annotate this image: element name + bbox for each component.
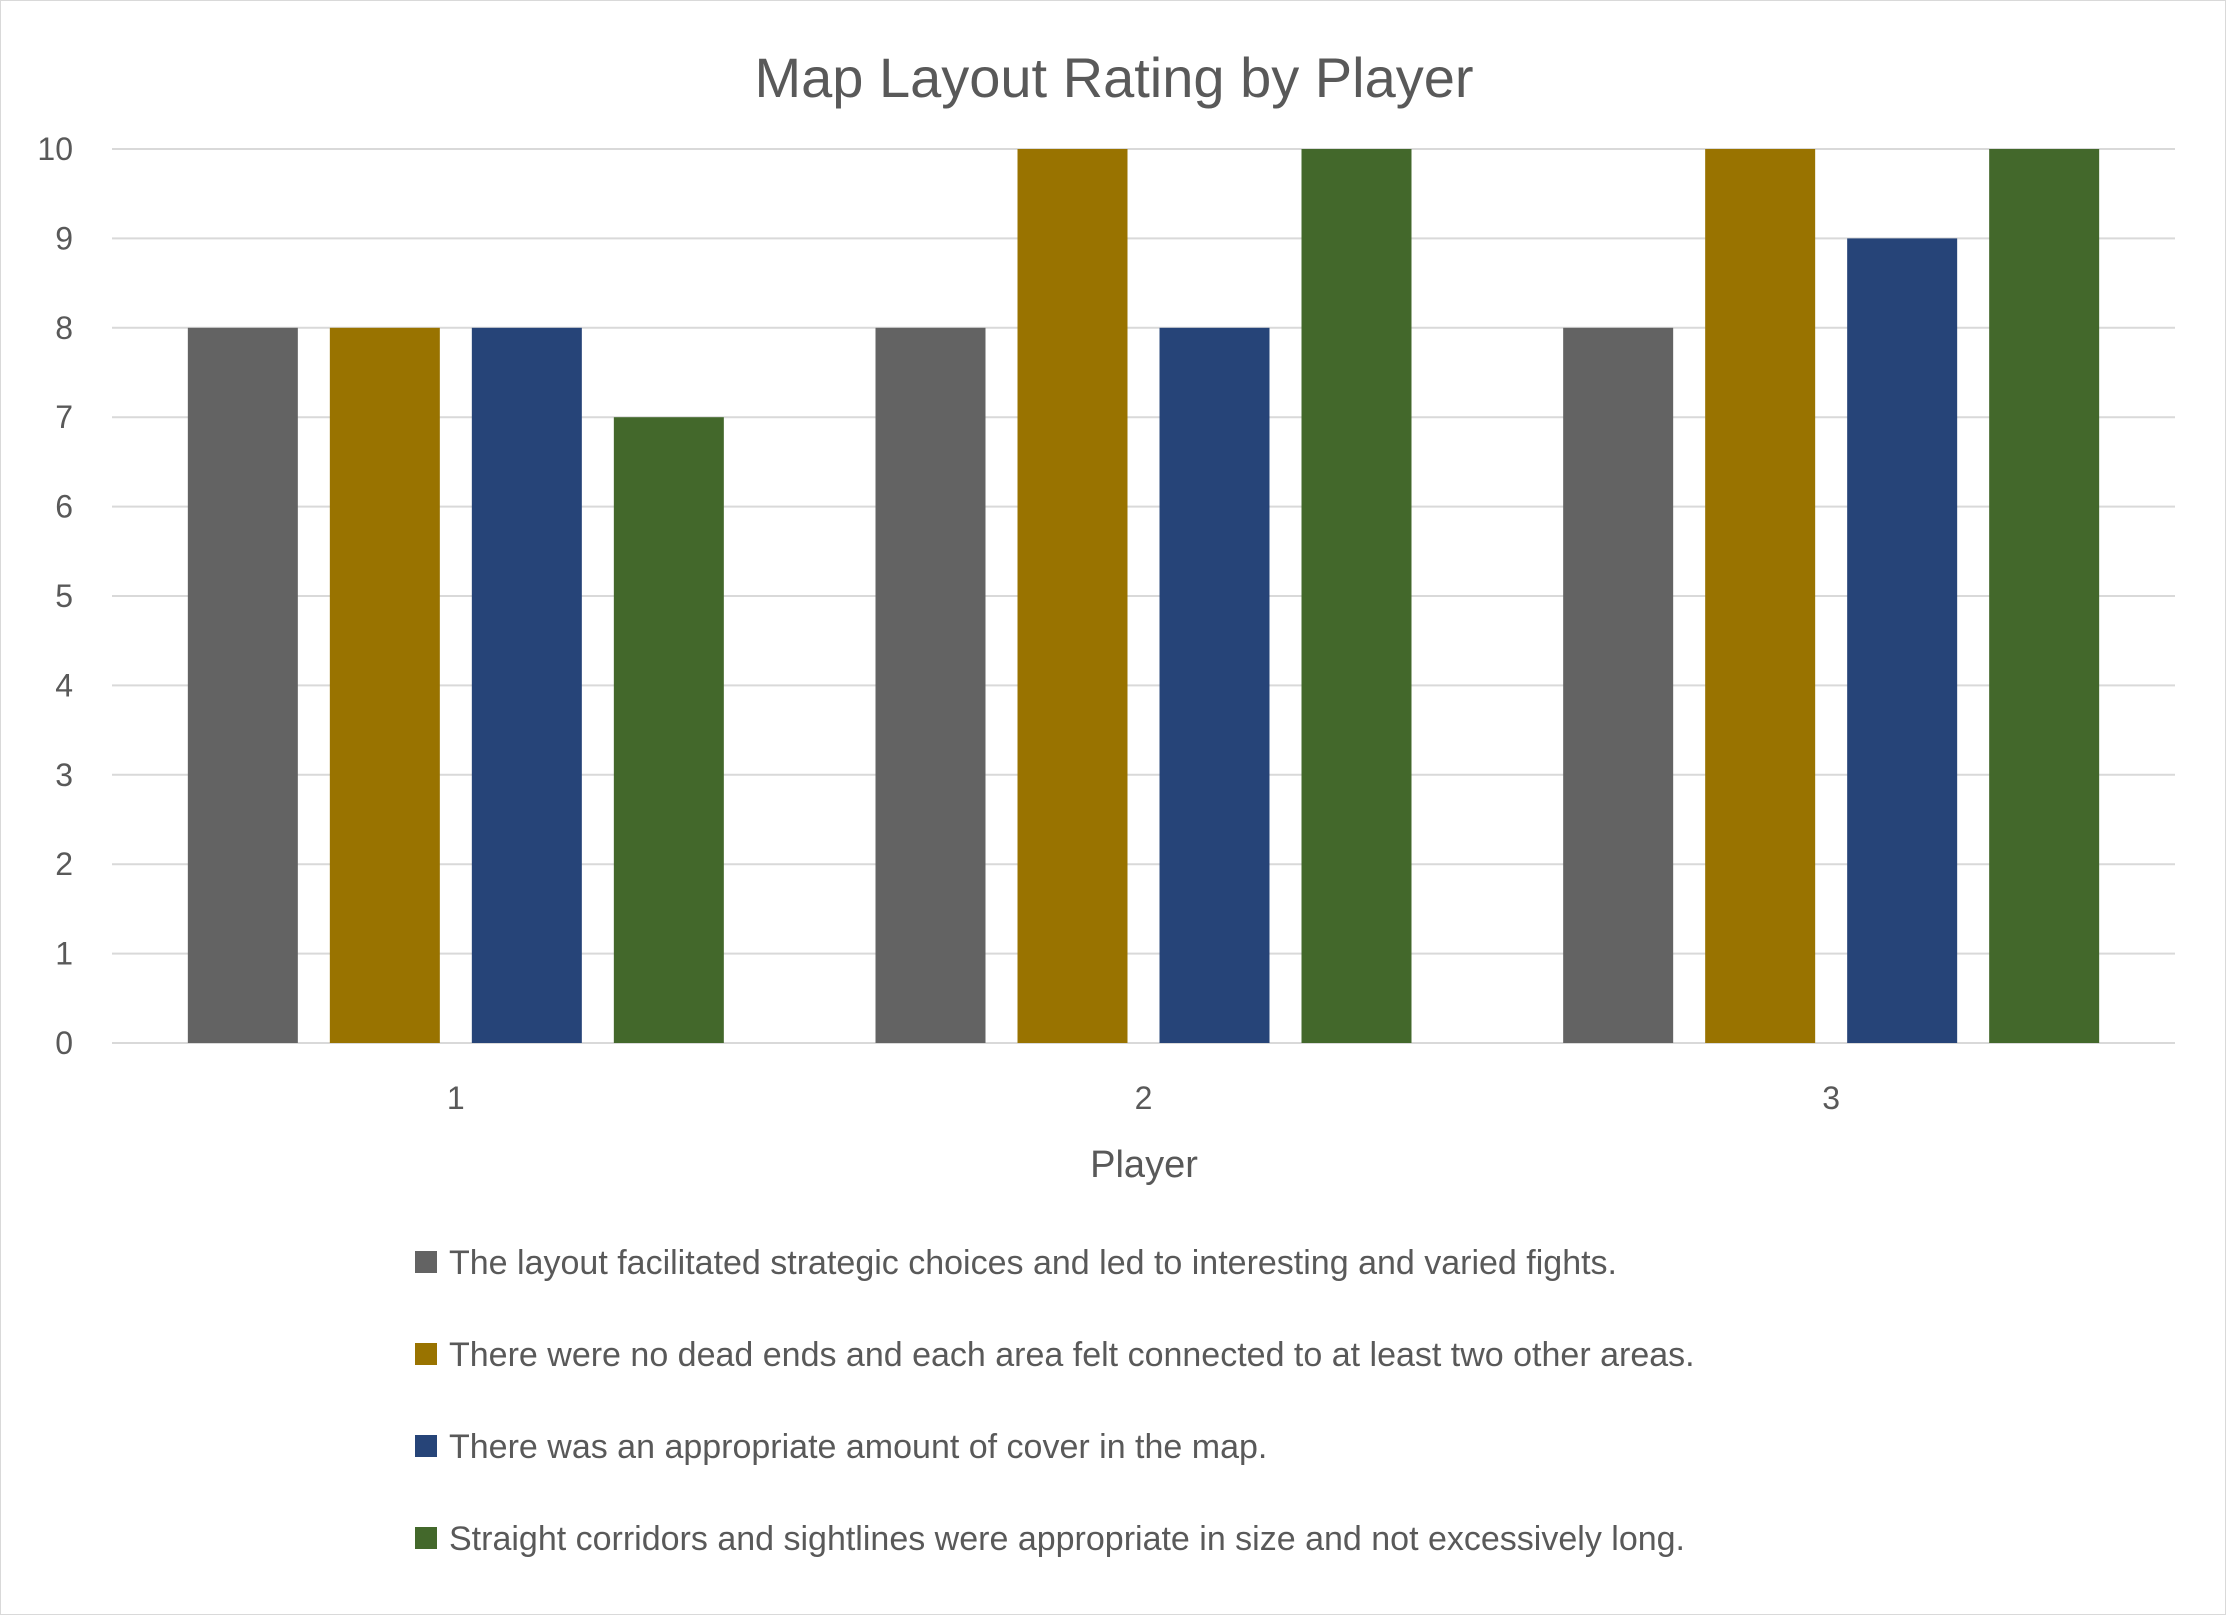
x-tick-label: 2: [1135, 1080, 1153, 1116]
y-tick-label: 3: [55, 757, 73, 793]
x-tick-label: 1: [447, 1080, 465, 1116]
legend-swatch: [415, 1527, 437, 1549]
legend-swatch: [415, 1251, 437, 1273]
y-tick-label: 7: [55, 399, 73, 435]
bar: [1705, 149, 1816, 1043]
bar: [187, 327, 298, 1043]
legend-label: There were no dead ends and each area fe…: [449, 1336, 1695, 1374]
legend-swatch: [415, 1343, 437, 1365]
legend-swatch: [415, 1435, 437, 1457]
legend-label: The layout facilitated strategic choices…: [449, 1244, 1617, 1282]
legend-item: There was an appropriate amount of cover…: [415, 1428, 1267, 1466]
bar: [1301, 149, 1412, 1043]
y-tick-label: 1: [55, 936, 73, 972]
bar: [613, 417, 724, 1043]
legend-item: Straight corridors and sightlines were a…: [415, 1520, 1685, 1558]
legend-item: The layout facilitated strategic choices…: [415, 1244, 1617, 1282]
legend: The layout facilitated strategic choices…: [415, 1244, 1695, 1558]
x-tick-label: 3: [1822, 1080, 1840, 1116]
y-tick-label: 8: [55, 310, 73, 346]
legend-label: Straight corridors and sightlines were a…: [449, 1520, 1685, 1558]
bar: [875, 327, 986, 1043]
y-tick-label: 0: [55, 1025, 73, 1061]
x-axis-tick-labels: 1 2 3: [447, 1080, 1840, 1116]
y-tick-label: 5: [55, 578, 73, 614]
bar: [471, 327, 582, 1043]
bar: [1017, 149, 1128, 1043]
x-axis-title: Player: [1090, 1144, 1198, 1186]
bar: [1563, 327, 1674, 1043]
bars: [187, 149, 2100, 1043]
y-tick-label: 2: [55, 846, 73, 882]
y-tick-label: 10: [37, 131, 73, 167]
bar: [329, 327, 440, 1043]
gridlines: [112, 148, 2175, 1044]
bar: [1989, 149, 2100, 1043]
chart-title: Map Layout Rating by Player: [754, 46, 1473, 109]
bar: [1847, 238, 1958, 1043]
y-tick-label: 6: [55, 489, 73, 525]
y-tick-label: 4: [55, 667, 73, 703]
y-tick-label: 9: [55, 220, 73, 256]
bar: [1159, 327, 1270, 1043]
legend-label: There was an appropriate amount of cover…: [449, 1428, 1267, 1466]
legend-item: There were no dead ends and each area fe…: [415, 1336, 1695, 1374]
y-axis-tick-labels: 0 1 2 3 4 5 6 7 8 9 10: [37, 131, 73, 1061]
